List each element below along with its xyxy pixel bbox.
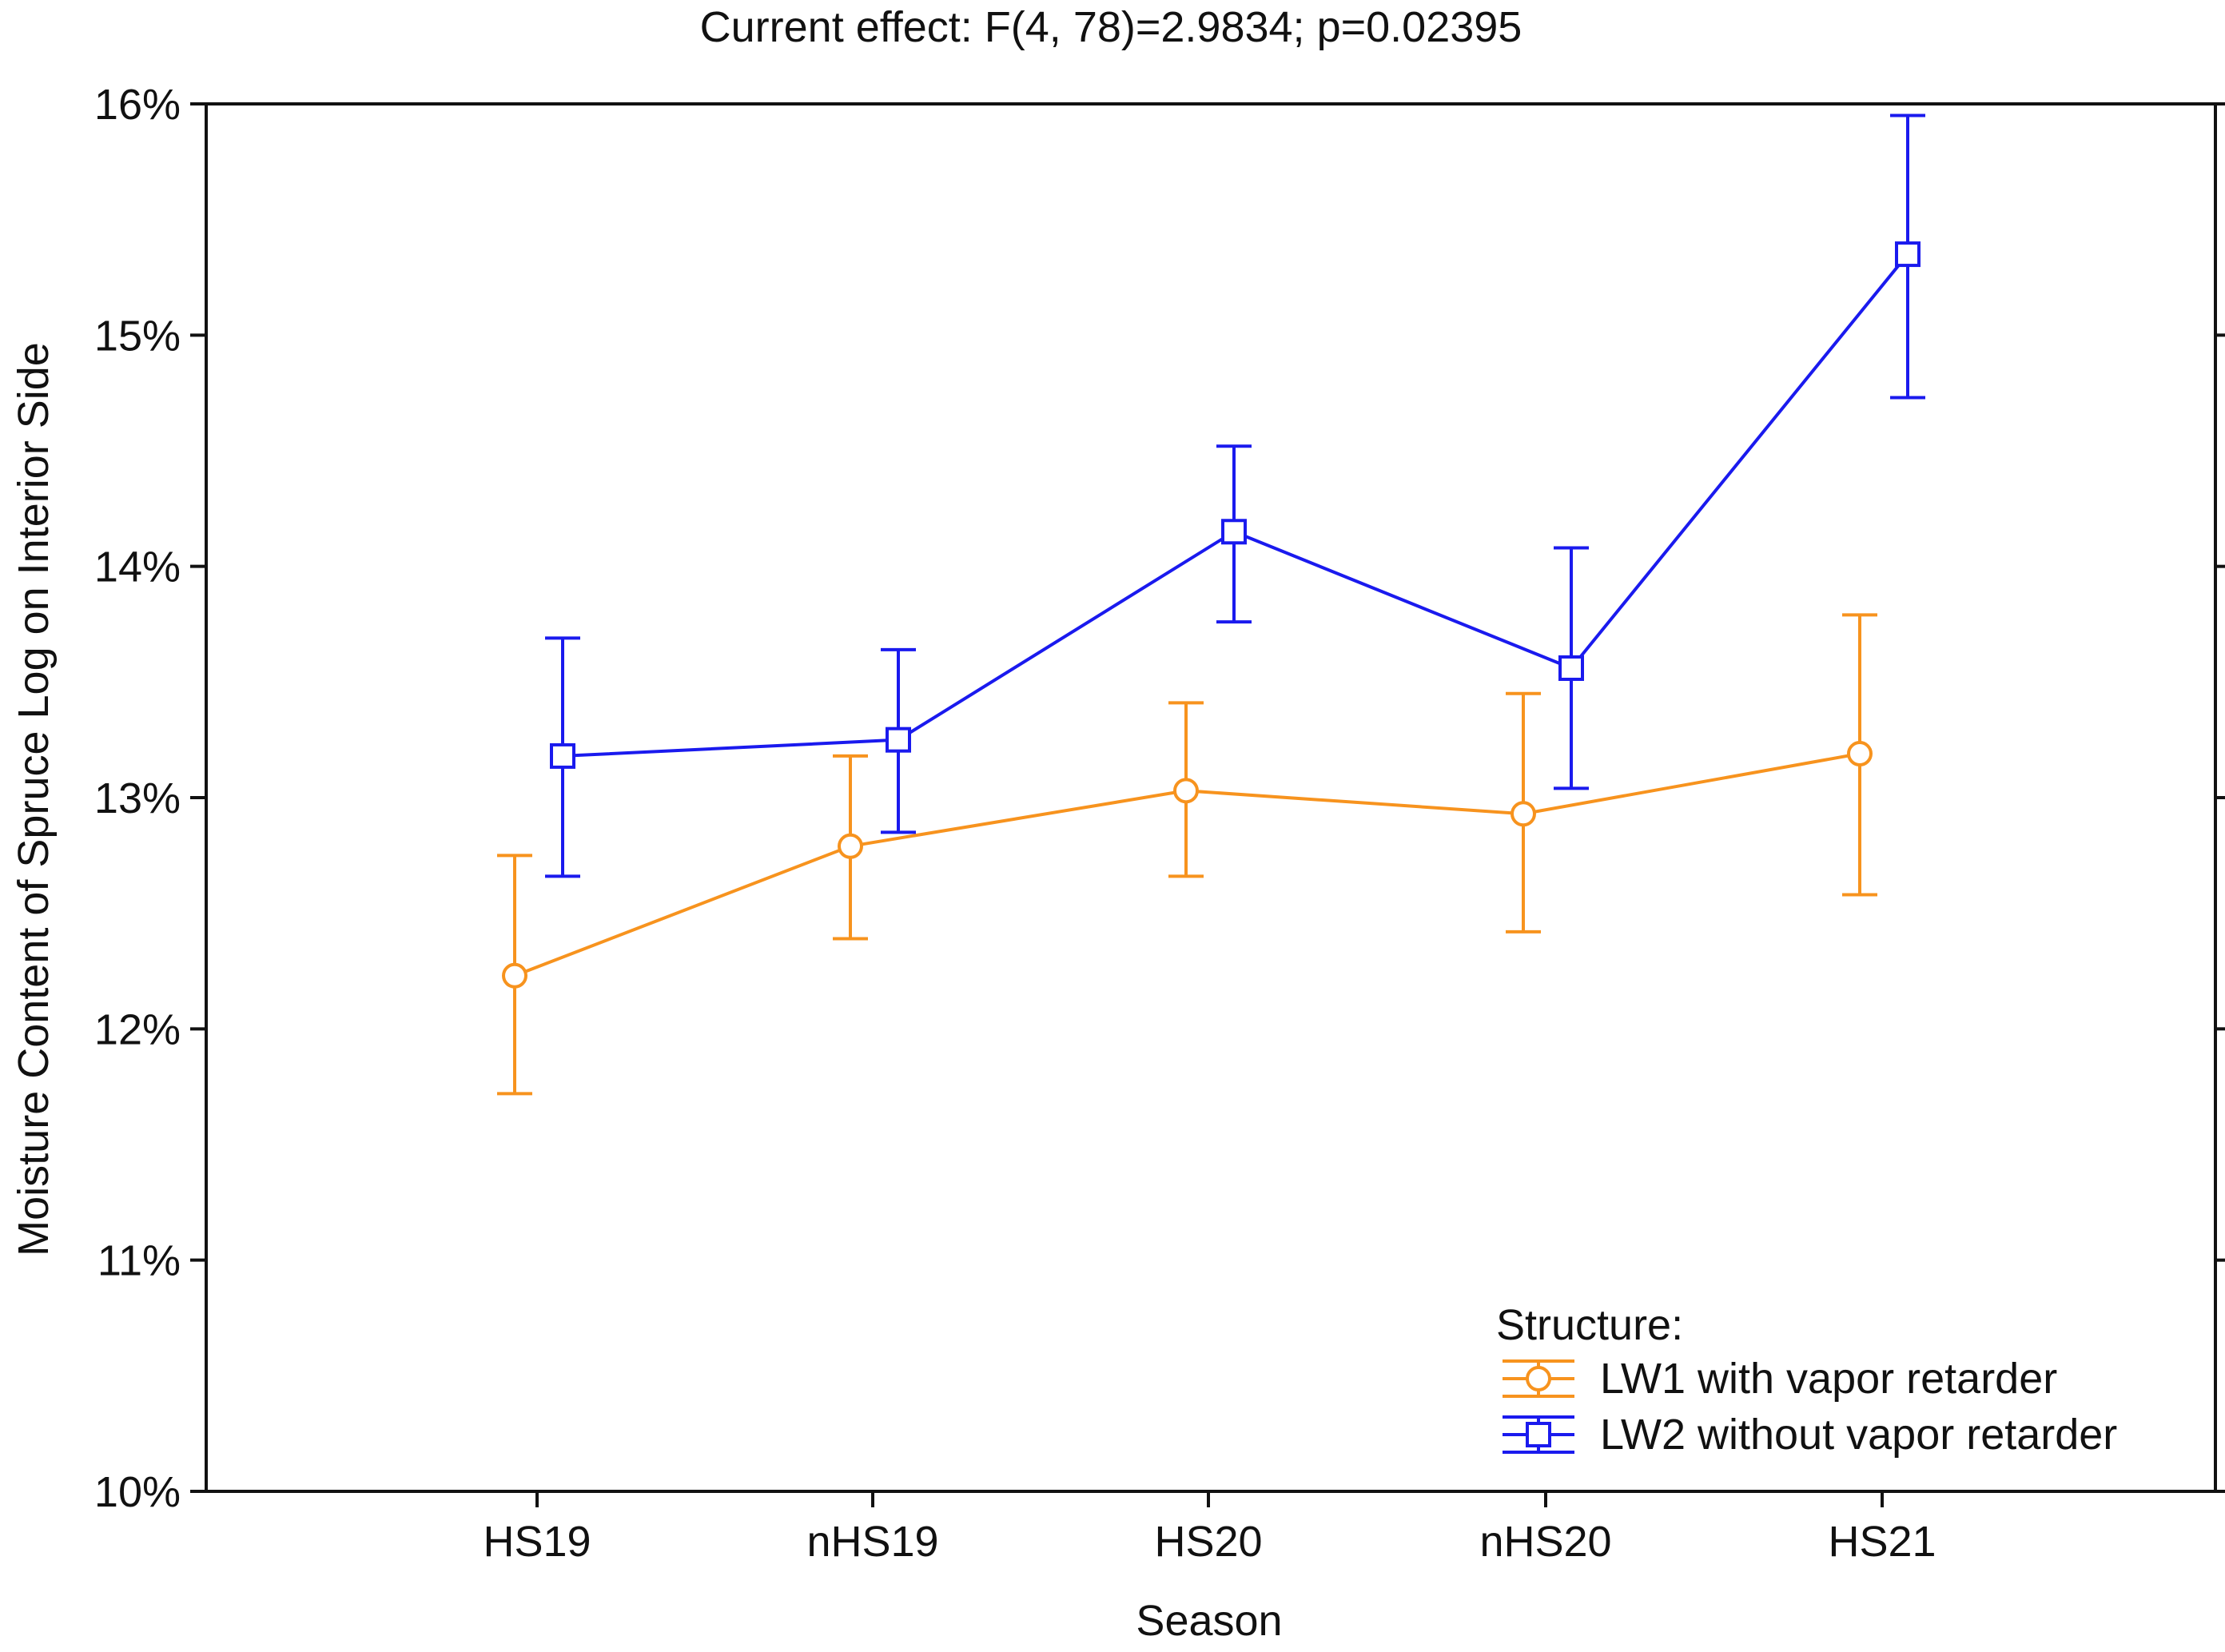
legend-marker-1: [1526, 1366, 1551, 1391]
y-tick-label-5: 15%: [94, 312, 181, 360]
series-1: [497, 613, 1877, 1096]
data-point-1-4: [1847, 741, 1873, 767]
data-point-1-0: [502, 962, 527, 989]
x-tick-label-0: HS19: [483, 1518, 591, 1566]
legend-label-1: LW1 with vapor retarder: [1600, 1355, 2057, 1403]
data-point-2-2: [1221, 519, 1247, 545]
x-tick-label-1: nHS19: [806, 1518, 938, 1566]
legend-label-2: LW2 without vapor retarder: [1600, 1411, 2117, 1459]
data-point-2-4: [1895, 241, 1921, 268]
data-point-2-0: [550, 742, 575, 769]
data-point-1-2: [1173, 778, 1199, 804]
chart-title: Current effect: F(4, 78)=2.9834; p=0.023…: [700, 3, 1522, 51]
x-tick-label-2: HS20: [1154, 1518, 1262, 1566]
data-point-1-3: [1511, 801, 1536, 827]
plot-area-border: [205, 102, 2217, 1493]
x-axis: HS19 nHS19 HS20 nHS20 HS21: [483, 1491, 1936, 1566]
plot-series: [497, 113, 1925, 1096]
data-point-2-1: [886, 726, 911, 753]
data-point-2-3: [1558, 655, 1584, 681]
y-tick-label-1: 11%: [98, 1237, 181, 1285]
y-tick-label-4: 14%: [94, 543, 181, 591]
legend-marker-2: [1526, 1422, 1551, 1447]
y-axis: 10% 11% 12% 13% 14% 15% 16%: [94, 81, 2225, 1516]
plot-frame: [205, 102, 2217, 1493]
x-tick-label-4: HS21: [1828, 1518, 1936, 1566]
y-tick-label-3: 13%: [94, 774, 181, 822]
legend-item-1: LW1 with vapor retarder: [1503, 1355, 2057, 1403]
y-tick-label-0: 10%: [94, 1468, 181, 1516]
y-axis-label: Moisture Content of Spruce Log on Interi…: [10, 342, 58, 1256]
legend-title: Structure:: [1496, 1301, 1683, 1349]
series-2: [545, 113, 1925, 878]
legend: Structure: LW1 with vapor retarder LW2 wi…: [1496, 1301, 2117, 1459]
data-point-1-1: [838, 833, 863, 859]
legend-item-2: LW2 without vapor retarder: [1503, 1411, 2117, 1459]
x-axis-label: Season: [1136, 1597, 1282, 1645]
x-tick-label-3: nHS20: [1479, 1518, 1611, 1566]
y-tick-label-2: 12%: [94, 1005, 181, 1053]
y-tick-label-6: 16%: [94, 81, 181, 129]
